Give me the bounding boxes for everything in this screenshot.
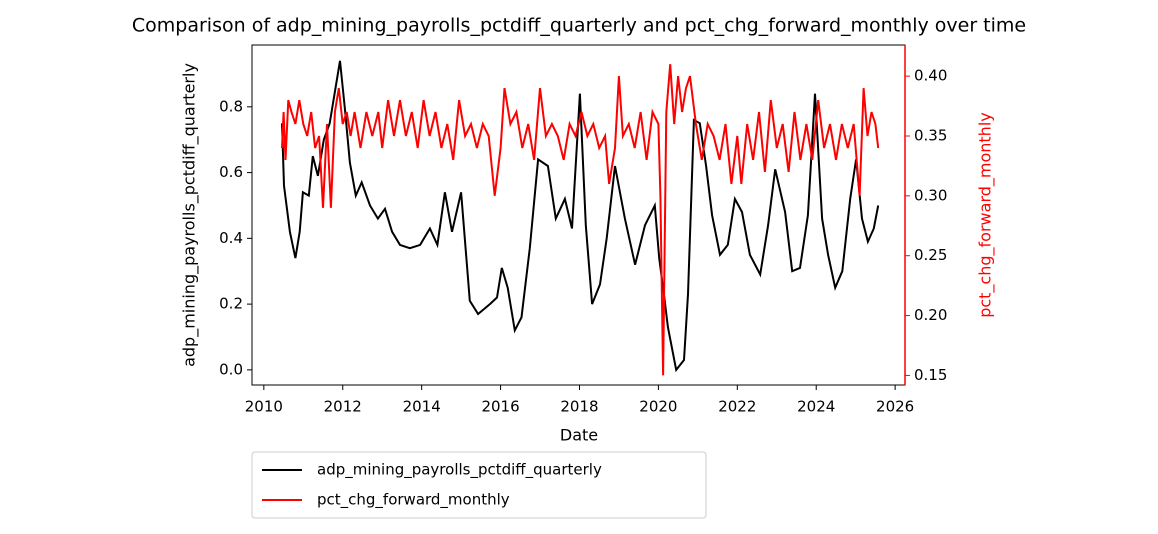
legend-box [251, 451, 707, 519]
chart-title: Comparison of adp_mining_payrolls_pctdif… [132, 15, 1026, 37]
x-axis-label: Date [560, 426, 598, 445]
y2-tick-label: 0.40 [914, 67, 947, 85]
x-tick-label: 2024 [797, 398, 835, 416]
x-tick-label: 2022 [718, 398, 756, 416]
y-tick-label: 0.6 [219, 163, 243, 181]
y-tick-label: 0.2 [219, 295, 243, 313]
y-tick-label: 0.4 [219, 229, 243, 247]
legend-label: adp_mining_payrolls_pctdiff_quarterly [317, 461, 602, 480]
y2-tick-label: 0.35 [914, 126, 947, 144]
y-tick-label: 0.0 [219, 360, 243, 378]
x-tick-label: 2020 [639, 398, 677, 416]
series-line [281, 60, 880, 373]
x-tick-label: 2018 [560, 398, 598, 416]
y2-tick-label: 0.20 [914, 306, 947, 324]
legend-label: pct_chg_forward_monthly [317, 491, 510, 510]
x-tick-label: 2010 [245, 398, 283, 416]
y2-tick-label: 0.30 [914, 186, 947, 204]
x-tick-label: 2026 [876, 398, 914, 416]
y2-tick-label: 0.25 [914, 246, 947, 264]
y-tick-label: 0.8 [219, 97, 243, 115]
y2-axis-label: pct_chg_forward_monthly [976, 112, 996, 318]
x-tick-label: 2012 [324, 398, 362, 416]
y-axis-label: adp_mining_payrolls_pctdiff_quarterly [180, 63, 200, 367]
series-line [281, 64, 880, 376]
x-tick-label: 2014 [403, 398, 441, 416]
y2-tick-label: 0.15 [914, 366, 947, 384]
x-tick-label: 2016 [481, 398, 519, 416]
